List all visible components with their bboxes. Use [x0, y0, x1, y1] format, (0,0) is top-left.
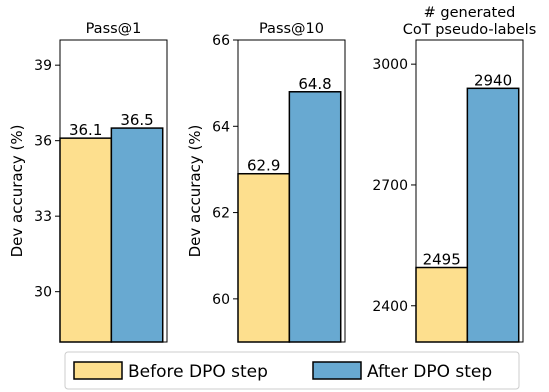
legend-label-before: Before DPO step [128, 362, 268, 382]
legend-label-after: After DPO step [367, 362, 492, 382]
value-label-before: 2495 [423, 251, 461, 269]
value-label-before: 62.9 [247, 157, 280, 175]
bar-after-dpo [110, 127, 164, 343]
panel-title: Pass@10 [259, 21, 324, 37]
y-axis-label: Dev accuracy (%) [186, 125, 204, 258]
y-tick-label: 33 [34, 209, 52, 225]
value-label-after: 36.5 [120, 111, 153, 129]
legend: Before DPO step After DPO step [64, 351, 520, 390]
panel-title: CoT pseudo-labels [403, 22, 537, 38]
axes-frame [415, 39, 524, 343]
axes-frame [237, 39, 346, 343]
panel-1: 36.1 36.5 30 33 36 39 Pass@1 Dev accuracy (%) [8, 21, 168, 343]
bar-after-dpo [288, 91, 342, 343]
y-tick-label: 3000 [372, 57, 408, 73]
bar-before-dpo [237, 172, 291, 343]
panel-title: # generated [424, 5, 516, 21]
panel-title: Pass@1 [86, 21, 142, 37]
y-tick-label: 2400 [372, 299, 408, 315]
legend-swatch-before [73, 361, 123, 380]
bar-after-dpo [466, 87, 520, 343]
y-tick-label: 39 [34, 58, 52, 74]
value-label-before: 36.1 [69, 121, 102, 139]
value-label-after: 2940 [474, 71, 512, 89]
panel-2: 62.9 64.8 60 62 64 66 Pass@10 Dev accuracy (%) [186, 21, 346, 343]
y-tick-label: 66 [212, 33, 230, 49]
y-tick-label: 36 [34, 134, 52, 150]
y-axis-label: Dev accuracy (%) [8, 125, 26, 258]
value-label-after: 64.8 [298, 75, 331, 93]
y-tick-label: 30 [34, 285, 52, 301]
y-tick-label: 2700 [372, 178, 408, 194]
legend-frame [64, 351, 520, 390]
bar-before-dpo [59, 137, 113, 343]
y-tick-label: 64 [212, 119, 230, 135]
y-tick-label: 62 [212, 206, 230, 222]
axes-frame [59, 39, 168, 343]
y-tick-label: 60 [212, 292, 230, 308]
bar-before-dpo [415, 266, 469, 343]
legend-swatch-after [312, 361, 362, 380]
